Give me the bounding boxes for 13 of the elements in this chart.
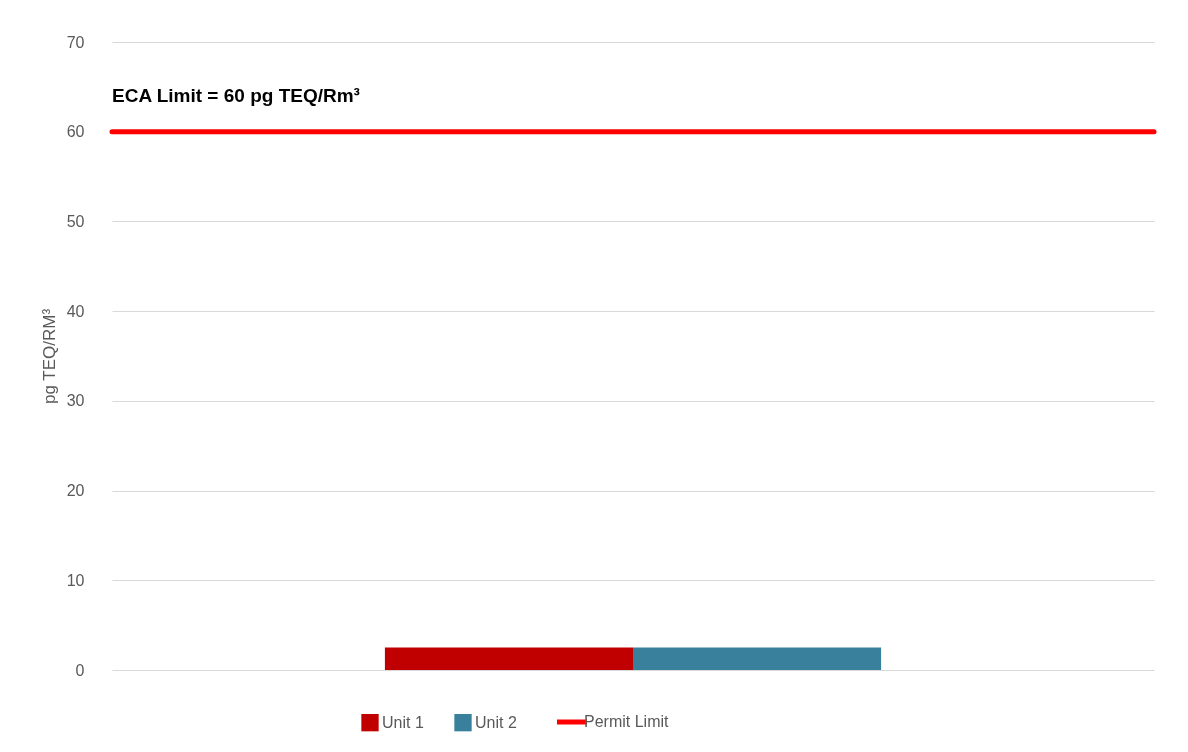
y-tick-label: 70 <box>66 33 85 51</box>
legend-label: Permit Limit <box>584 713 670 730</box>
legend-label: Unit 2 <box>475 713 517 731</box>
y-tick-label: 30 <box>66 392 85 410</box>
y-tick-label: 20 <box>66 482 85 500</box>
y-tick-label: 10 <box>66 571 85 589</box>
annotation: ECA Limit = 60 pg TEQ/Rm³ <box>112 85 360 106</box>
legend-label: Unit 1 <box>382 713 424 731</box>
y-tick-label: 50 <box>66 212 85 230</box>
y-tick-label: 40 <box>66 302 85 320</box>
y-axis-title: pg TEQ/RM³ <box>39 308 59 405</box>
y-tick-label: 60 <box>66 123 85 141</box>
y-tick-label: 0 <box>75 661 85 679</box>
